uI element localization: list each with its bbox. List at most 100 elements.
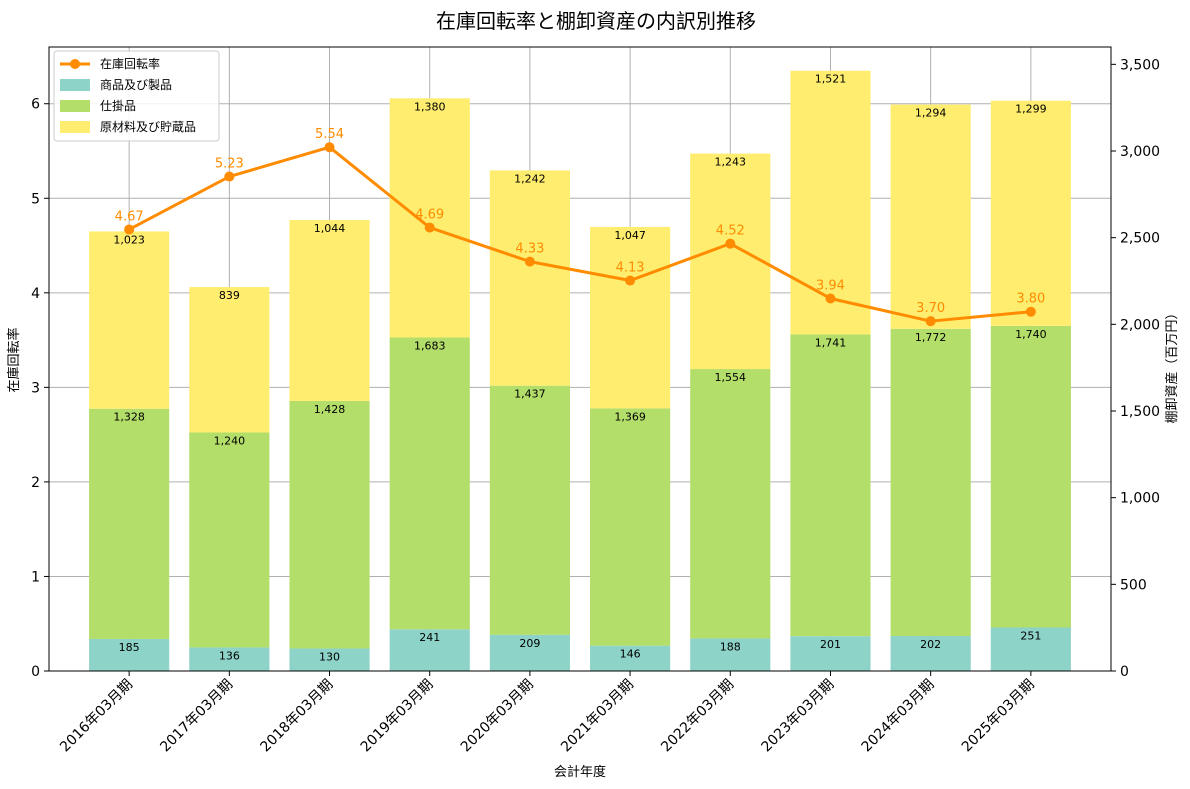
bar-segment [590, 408, 671, 646]
turnover-point [124, 224, 135, 235]
bar-value-label: 201 [820, 638, 841, 651]
bar-value-label: 1,740 [1015, 328, 1047, 341]
turnover-point [224, 171, 235, 182]
turnover-value-label: 5.23 [215, 157, 244, 172]
y-right-tick-label: 500 [1120, 577, 1147, 593]
bar-value-label: 1,242 [514, 172, 546, 185]
turnover-value-label: 4.33 [515, 242, 544, 257]
bar-segment [389, 337, 470, 630]
legend-label: 商品及び製品 [100, 77, 172, 92]
bar-value-label: 1,299 [1015, 103, 1047, 116]
legend-label: 仕掛品 [100, 98, 136, 113]
bar-segment [890, 328, 971, 636]
bar-value-label: 1,044 [314, 222, 346, 235]
bar-segment [289, 648, 370, 671]
x-tick-label: 2022年03月期 [658, 677, 737, 756]
bar-segment [389, 629, 470, 671]
turnover-line-path [128, 145, 1031, 323]
legend-box [53, 50, 220, 142]
y-left-tick-label: 5 [31, 191, 40, 207]
x-tick-label: 2021年03月期 [558, 677, 637, 756]
legend-bar-swatch [60, 121, 90, 133]
bar-value-label: 1,521 [815, 73, 847, 86]
bar-value-label: 1,380 [414, 100, 446, 113]
bar-value-label: 185 [119, 641, 140, 654]
bar-segment [690, 153, 771, 370]
turnover-line: 4.67 5.23 5.54 4.69 4.33 4.13 4.52 3.94 3.70 3.80 [115, 127, 1045, 327]
y-right-tick-label: 1,500 [1120, 404, 1160, 420]
turnover-value-label: 3.80 [1016, 292, 1045, 307]
bar-value-label: 130 [319, 650, 340, 663]
y-left-tick-label: 4 [31, 286, 40, 302]
y-left-tick-label: 6 [31, 97, 40, 113]
bar-segment [590, 226, 671, 409]
x-tick-label: 2024年03月期 [859, 677, 938, 756]
turnover-value-label: 4.52 [716, 224, 745, 239]
y-left-tick-label: 1 [31, 569, 40, 585]
x-tick-label: 2017年03月期 [157, 677, 236, 756]
bar-value-label: 1,369 [614, 410, 646, 423]
turnover-point [324, 142, 335, 153]
y-left-tick-label: 3 [31, 380, 40, 396]
bar-segment [189, 287, 270, 433]
legend-label: 在庫回転率 [100, 56, 160, 71]
bar-value-label: 1,772 [915, 331, 947, 344]
y-right-tick-label: 1,000 [1120, 491, 1160, 507]
y-left-tick-label: 0 [31, 664, 40, 680]
turnover-point [524, 256, 535, 267]
turnover-point [825, 293, 836, 304]
bar-value-label: 202 [920, 638, 941, 651]
y-right-tick-label: 2,500 [1120, 231, 1160, 247]
bar-segment [690, 638, 771, 671]
plot-frame [48, 46, 1112, 672]
bar-segment [990, 627, 1071, 671]
bar-segment [790, 636, 871, 671]
turnover-point [725, 238, 736, 249]
bar-segment [189, 647, 270, 671]
bar-segment [790, 70, 871, 335]
turnover-value-label: 5.54 [315, 127, 344, 142]
bar-labels: 185 1,328 1,023 136 1,240 839 130 1,428 1,044 241… [113, 73, 1046, 664]
turnover-point [625, 275, 636, 286]
bar-value-label: 146 [620, 648, 641, 661]
y-left-tick-label: 2 [31, 475, 40, 491]
bar-value-label: 1,328 [113, 411, 145, 424]
bar-value-label: 1,437 [514, 388, 546, 401]
turnover-point [925, 316, 936, 327]
x-axis-label: 会計年度 [554, 764, 606, 780]
bar-segment [890, 635, 971, 671]
bar-value-label: 188 [720, 640, 741, 653]
x-tick-label: 2018年03月期 [258, 677, 337, 756]
axes [48, 46, 1112, 672]
legend-line-marker [70, 59, 80, 69]
chart-title: 在庫回転率と棚卸資産の内訳別推移 [436, 9, 756, 33]
bar-value-label: 1,294 [915, 107, 947, 120]
bar-value-label: 1,554 [715, 371, 747, 384]
bar-segment [489, 170, 570, 386]
bar-value-label: 209 [519, 637, 540, 650]
bar-segment [89, 408, 170, 639]
bar-value-label: 1,023 [113, 233, 145, 246]
turnover-point [1025, 306, 1036, 317]
y-right-tick-label: 2,000 [1120, 317, 1160, 333]
x-tick-label: 2020年03月期 [458, 677, 537, 756]
turnover-point [424, 222, 435, 233]
bar-segment [189, 432, 270, 648]
turnover-value-label: 4.13 [616, 261, 645, 276]
y-right-tick-label: 0 [1120, 664, 1129, 680]
bar-segment [990, 325, 1071, 628]
bar-value-label: 1,240 [214, 434, 246, 447]
turnover-value-label: 4.69 [415, 208, 444, 223]
turnover-value-label: 3.94 [816, 278, 845, 293]
y-axis-right-label: 棚卸資産（百万円） [1164, 306, 1180, 423]
x-tick-label: 2023年03月期 [758, 677, 837, 756]
bar-segment [89, 231, 170, 409]
bar-value-label: 1,047 [614, 229, 646, 242]
bar-value-label: 1,683 [414, 340, 446, 353]
bar-value-label: 1,428 [314, 403, 346, 416]
legend-bar-swatch [60, 100, 90, 112]
y-right-tick-label: 3,500 [1120, 57, 1160, 73]
x-tick-label: 2025年03月期 [959, 677, 1038, 756]
